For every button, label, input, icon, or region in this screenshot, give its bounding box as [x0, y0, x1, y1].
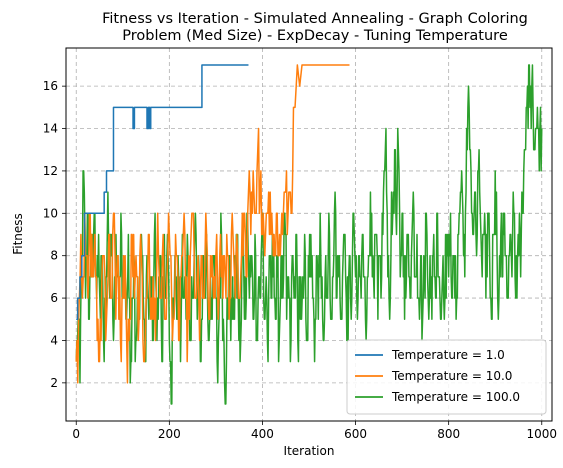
y-axis-label: Fitness — [11, 213, 25, 255]
y-tick-label: 10 — [43, 206, 58, 220]
y-tick-label: 6 — [50, 291, 58, 305]
x-ticks: 0 200 400 600 800 1000 — [72, 421, 557, 441]
legend-entry: Temperature = 10.0 — [391, 369, 512, 383]
y-tick-label: 2 — [50, 376, 58, 390]
x-tick-label: 600 — [344, 427, 367, 441]
y-tick-label: 12 — [43, 164, 58, 178]
x-tick-label: 0 — [72, 427, 80, 441]
y-tick-label: 8 — [50, 249, 58, 263]
legend-box — [346, 339, 547, 415]
series-line-2 — [75, 64, 543, 405]
y-tick-label: 4 — [50, 333, 58, 347]
series-line-1 — [75, 64, 350, 384]
chart-title-line-1: Fitness vs Iteration - Simulated Anneali… — [102, 11, 528, 27]
y-tick-label: 16 — [43, 79, 58, 93]
y-tick-label: 14 — [43, 122, 58, 136]
x-tick-label: 200 — [158, 427, 181, 441]
x-tick-label: 400 — [251, 427, 274, 441]
plot-frame — [65, 47, 553, 422]
legend: Temperature = 1.0 Temperature = 10.0 Tempe… — [346, 339, 547, 415]
y-ticks: 2 4 6 8 10 12 14 16 — [43, 79, 66, 390]
legend-entry: Temperature = 100.0 — [391, 390, 520, 404]
series-layer — [75, 64, 543, 405]
legend-entry: Temperature = 1.0 — [391, 348, 505, 362]
x-tick-label: 1000 — [526, 427, 557, 441]
x-axis-label: Iteration — [284, 444, 335, 458]
x-tick-label: 800 — [437, 427, 460, 441]
chart-title-line-2: Problem (Med Size) - ExpDecay - Tuning T… — [122, 28, 508, 44]
series-line-0 — [76, 64, 249, 321]
